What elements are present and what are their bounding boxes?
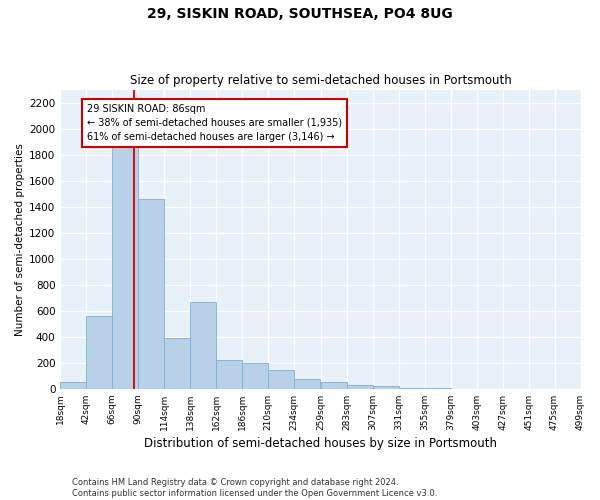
Bar [399,388,425,389]
Bar [294,379,320,389]
Bar [86,316,112,389]
Bar [164,338,190,389]
Text: 29 SISKIN ROAD: 86sqm
← 38% of semi-detached houses are smaller (1,935)
61% of s: 29 SISKIN ROAD: 86sqm ← 38% of semi-deta… [88,104,343,142]
Bar [216,360,242,389]
Bar [60,382,86,389]
Bar [190,302,216,389]
X-axis label: Distribution of semi-detached houses by size in Portsmouth: Distribution of semi-detached houses by … [144,437,497,450]
Bar [321,382,347,389]
Bar [112,146,138,389]
Y-axis label: Number of semi-detached properties: Number of semi-detached properties [15,143,25,336]
Bar [268,370,294,389]
Title: Size of property relative to semi-detached houses in Portsmouth: Size of property relative to semi-detach… [130,74,511,87]
Bar [373,386,399,389]
Bar [347,385,373,389]
Bar [242,364,268,389]
Text: 29, SISKIN ROAD, SOUTHSEA, PO4 8UG: 29, SISKIN ROAD, SOUTHSEA, PO4 8UG [147,8,453,22]
Bar [138,199,164,389]
Text: Contains HM Land Registry data © Crown copyright and database right 2024.
Contai: Contains HM Land Registry data © Crown c… [72,478,437,498]
